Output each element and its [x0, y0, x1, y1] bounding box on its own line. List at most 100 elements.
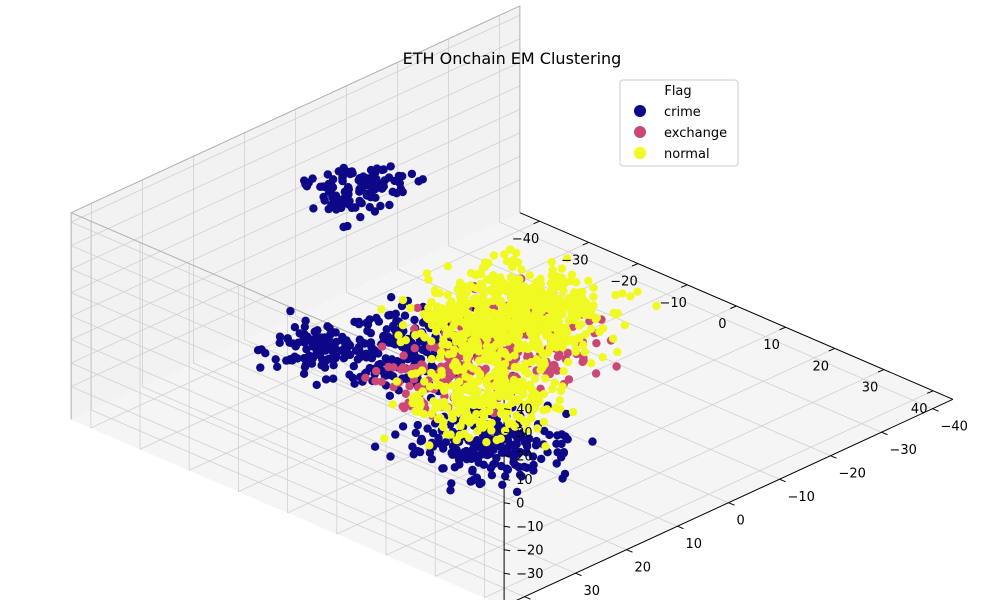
- point-normal: [420, 377, 429, 386]
- point-normal: [521, 359, 530, 368]
- point-crime: [275, 332, 285, 341]
- point-exchange: [398, 402, 407, 411]
- point-normal: [517, 294, 527, 303]
- point-normal: [456, 304, 465, 314]
- point-normal: [477, 295, 486, 305]
- point-crime: [552, 459, 561, 468]
- point-normal: [574, 321, 584, 330]
- point-crime: [376, 201, 385, 211]
- point-normal: [539, 417, 549, 427]
- point-crime: [309, 340, 318, 350]
- point-crime: [338, 176, 347, 186]
- point-normal: [440, 386, 449, 395]
- point-normal: [551, 283, 561, 292]
- point-normal: [563, 357, 573, 367]
- point-crime: [316, 182, 325, 191]
- point-crime: [517, 472, 526, 481]
- point-crime: [363, 320, 373, 329]
- y-tick-mark: [677, 525, 684, 530]
- point-normal: [471, 328, 481, 337]
- point-crime: [409, 450, 418, 459]
- point-normal: [474, 269, 483, 278]
- point-crime: [372, 175, 381, 184]
- point-normal: [461, 341, 470, 351]
- point-normal: [532, 316, 542, 325]
- point-normal: [398, 295, 408, 305]
- point-exchange: [553, 352, 563, 362]
- z-tick-label: 30: [516, 426, 533, 441]
- tick-labels: −40 −30 −20 −10 0 10 20 30 40 −40 −30 −20 −10 0 10 20 30…: [504, 220, 968, 600]
- point-normal: [448, 414, 457, 423]
- point-crime: [413, 420, 422, 430]
- legend: Flag crime exchange normal: [619, 79, 739, 167]
- point-normal: [581, 330, 590, 339]
- point-normal: [545, 343, 555, 352]
- point-crime: [331, 328, 340, 337]
- point-normal: [555, 404, 565, 414]
- point-crime: [332, 352, 341, 361]
- point-normal: [487, 276, 496, 285]
- point-normal: [589, 283, 598, 292]
- point-crime: [474, 458, 483, 467]
- point-normal: [536, 365, 545, 375]
- point-crime: [532, 436, 541, 446]
- point-normal: [466, 268, 476, 278]
- point-normal: [575, 334, 584, 343]
- point-crime: [370, 442, 380, 451]
- point-normal: [437, 304, 446, 313]
- point-normal: [508, 277, 517, 286]
- grid-floor-y: [193, 362, 627, 551]
- point-crime: [302, 345, 311, 354]
- point-normal: [455, 365, 465, 374]
- point-exchange: [579, 356, 588, 365]
- point-crime: [312, 346, 322, 356]
- point-normal: [478, 330, 487, 340]
- point-normal: [482, 438, 491, 447]
- point-normal: [527, 385, 537, 394]
- point-crime: [559, 448, 569, 457]
- point-normal: [608, 334, 618, 343]
- point-normal: [513, 301, 522, 310]
- point-crime: [320, 337, 329, 346]
- point-crime: [398, 172, 407, 181]
- point-crime: [286, 306, 295, 316]
- point-normal: [478, 423, 488, 432]
- point-crime: [312, 380, 321, 390]
- point-normal: [525, 312, 534, 321]
- grid-back-z: [70, 386, 505, 574]
- point-normal: [486, 318, 495, 327]
- point-crime: [560, 469, 570, 479]
- point-crime: [337, 202, 346, 211]
- x-tick-mark: [681, 284, 688, 288]
- point-normal: [501, 377, 510, 386]
- legend-marker-normal: [634, 147, 646, 159]
- point-normal: [465, 374, 474, 383]
- point-crime: [345, 350, 355, 360]
- point-normal: [555, 396, 564, 405]
- point-normal: [489, 251, 499, 260]
- point-crime: [321, 375, 331, 384]
- grid-left-z: [70, 108, 521, 317]
- point-normal: [501, 409, 510, 418]
- point-crime: [351, 346, 361, 355]
- point-normal: [441, 339, 450, 348]
- point-normal: [425, 441, 434, 450]
- point-crime: [398, 422, 408, 431]
- grid-floor-y: [91, 409, 525, 598]
- point-crime: [469, 445, 479, 454]
- scatter-points: [253, 162, 661, 497]
- point-crime: [301, 180, 310, 189]
- point-normal: [422, 269, 432, 278]
- point-normal: [394, 331, 403, 340]
- point-normal: [451, 390, 460, 399]
- point-crime: [345, 370, 354, 379]
- point-normal: [618, 289, 627, 298]
- point-normal: [522, 425, 532, 434]
- point-normal: [429, 397, 438, 406]
- point-normal: [567, 270, 577, 279]
- point-crime: [338, 169, 348, 178]
- point-normal: [436, 413, 445, 422]
- point-crime: [392, 316, 401, 326]
- point-crime: [449, 446, 459, 456]
- point-crime: [434, 433, 443, 443]
